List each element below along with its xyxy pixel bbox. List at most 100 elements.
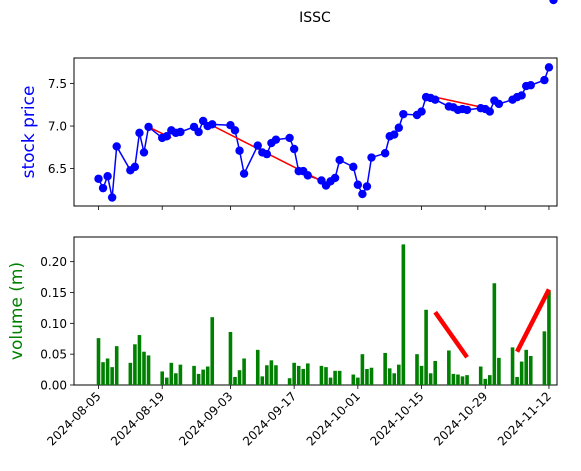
volume-bar <box>260 376 265 385</box>
volume-bar <box>428 373 433 385</box>
volume-bars <box>96 244 551 385</box>
volume-bar <box>365 368 369 385</box>
price-point <box>417 107 426 116</box>
volume-bar <box>328 377 333 385</box>
price-point <box>262 149 272 159</box>
volume-bar <box>333 370 337 385</box>
price-point <box>399 109 408 119</box>
price-point <box>494 99 504 109</box>
price-point <box>485 107 494 116</box>
volume-bar <box>515 376 519 385</box>
volume-bar <box>174 373 178 385</box>
volume-trend-lines <box>433 288 551 359</box>
price-point <box>139 148 149 157</box>
price-point <box>94 174 103 183</box>
volume-y-tick-label: 0.05 <box>40 348 67 362</box>
price-point <box>367 153 376 162</box>
volume-axes-frame <box>73 236 558 386</box>
volume-bar <box>488 375 492 385</box>
volume-bar <box>201 369 205 385</box>
volume-bar <box>96 338 101 385</box>
price-point <box>208 120 217 129</box>
volume-y-tick-label: 0.00 <box>40 379 67 393</box>
volume-bar <box>178 364 183 385</box>
volume-bar <box>483 378 488 385</box>
volume-bar <box>401 244 406 385</box>
price-point <box>349 162 358 172</box>
volume-bar <box>164 377 169 385</box>
volume-bar <box>356 377 360 385</box>
volume-bar <box>456 374 460 385</box>
volume-bar <box>478 366 483 385</box>
volume-bar <box>383 352 387 385</box>
price-x-ticks <box>98 206 550 210</box>
chart-title: ISSC <box>299 10 331 26</box>
volume-bar <box>510 347 515 385</box>
volume-y-tick-label: 0.20 <box>40 255 67 269</box>
volume-bar <box>542 331 547 385</box>
volume-bar <box>392 373 397 385</box>
price-point <box>335 155 344 165</box>
price-y-tick-label: 7.5 <box>48 77 67 91</box>
volume-bar <box>397 364 401 385</box>
volume-bar <box>137 335 142 385</box>
volume-bar <box>196 373 201 385</box>
price-point <box>362 182 372 191</box>
volume-bar <box>369 367 374 385</box>
volume-bar <box>274 365 278 385</box>
price-point <box>144 122 153 132</box>
volume-bar <box>233 376 237 385</box>
price-point <box>107 193 117 202</box>
price-point <box>549 0 558 5</box>
volume-bar <box>142 351 146 385</box>
price-point <box>431 95 440 104</box>
price-point <box>98 183 108 193</box>
volume-bar <box>160 371 164 385</box>
volume-bar <box>210 317 215 385</box>
volume-bar <box>433 360 437 385</box>
price-point <box>462 105 472 115</box>
price-point <box>353 180 363 189</box>
volume-bar <box>228 331 233 385</box>
price-point <box>235 146 244 155</box>
price-point <box>540 75 549 85</box>
volume-bar <box>242 358 246 385</box>
price-point <box>303 171 312 180</box>
volume-bar <box>110 367 114 385</box>
price-point <box>239 169 249 178</box>
volume-bar <box>146 355 151 385</box>
price-y-tick-label: 6.5 <box>48 162 67 176</box>
volume-y-ticks: 0.00 0.05 0.10 0.15 0.20 <box>40 255 74 393</box>
volume-bar <box>351 374 356 385</box>
volume-y-tick-label: 0.10 <box>40 317 67 331</box>
price-y-axis-label: stock price <box>19 86 39 179</box>
volume-bar <box>287 378 292 385</box>
volume-bar <box>296 365 301 385</box>
price-axes-frame <box>73 57 558 207</box>
price-point <box>230 126 240 135</box>
price-point <box>358 189 367 199</box>
volume-bar <box>460 376 465 385</box>
volume-bar <box>269 360 274 385</box>
volume-bar <box>451 373 456 385</box>
volume-bar <box>205 366 210 385</box>
price-points <box>94 0 558 202</box>
volume-y-axis-label: volume (m) <box>7 262 27 360</box>
volume-bar <box>360 354 365 385</box>
volume-bar <box>105 358 110 385</box>
volume-bar <box>292 362 296 385</box>
price-point <box>253 141 262 150</box>
volume-trend-line <box>433 310 469 359</box>
price-y-tick-label: 7.0 <box>48 120 67 134</box>
volume-bar <box>301 368 306 385</box>
price-point <box>135 128 144 138</box>
price-point <box>289 144 299 154</box>
price-point <box>380 149 390 158</box>
volume-bar <box>519 361 524 385</box>
volume-bar <box>419 365 424 385</box>
price-point <box>130 162 140 172</box>
volume-bar <box>497 357 501 385</box>
price-point <box>526 81 535 90</box>
